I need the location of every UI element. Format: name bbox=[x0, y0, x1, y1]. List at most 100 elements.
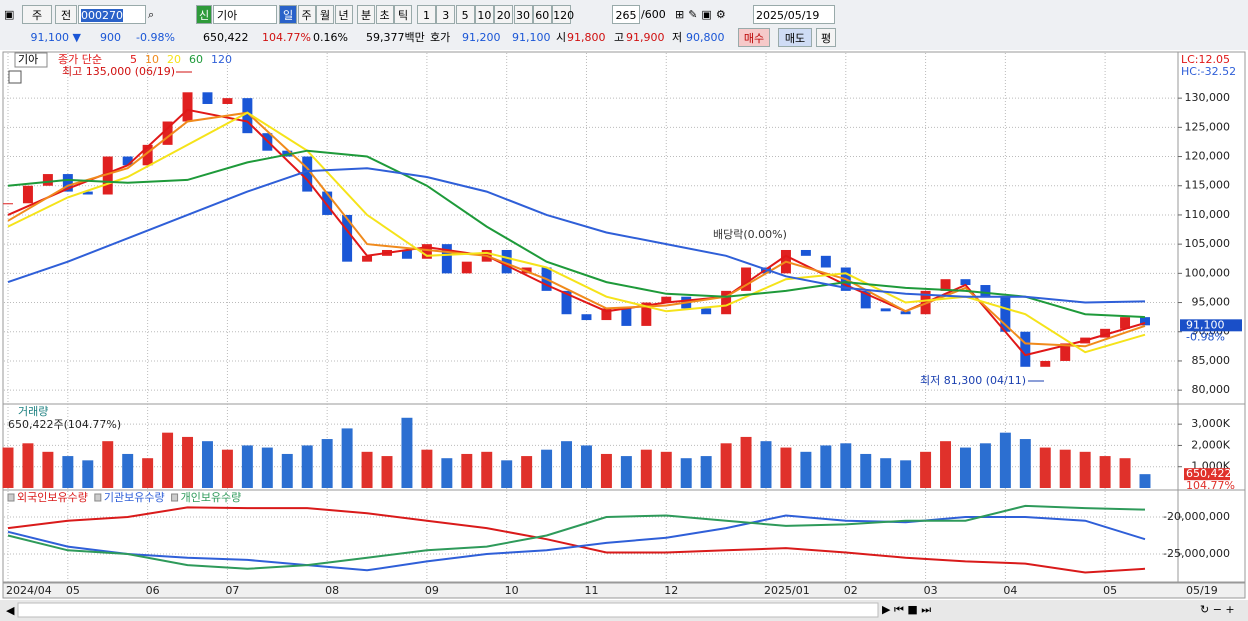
minute-button[interactable]: 3 bbox=[436, 5, 456, 24]
scroll-thumb[interactable] bbox=[17, 602, 879, 618]
volume-bar bbox=[22, 443, 34, 488]
interval-button[interactable]: 틱 bbox=[394, 5, 412, 24]
volume-bar bbox=[860, 453, 872, 488]
candle bbox=[1020, 331, 1031, 367]
candle bbox=[641, 302, 652, 326]
current-change: -0.98% bbox=[1186, 330, 1225, 343]
minute-button[interactable]: 10 bbox=[474, 5, 494, 24]
search-button[interactable]: ⌕ bbox=[148, 8, 155, 21]
line-series bbox=[7, 111, 1146, 348]
candle bbox=[461, 261, 472, 274]
interval-button[interactable]: 분 bbox=[357, 5, 375, 24]
table-icon[interactable] bbox=[8, 70, 22, 84]
volume-bar bbox=[700, 456, 712, 488]
open: 91,800 bbox=[567, 31, 606, 44]
code-text: 000270 bbox=[81, 9, 123, 22]
volume-title: 거래량 bbox=[18, 405, 48, 418]
minute-button[interactable]: 60 bbox=[532, 5, 552, 24]
candle bbox=[1000, 296, 1011, 332]
minute-button[interactable]: 20 bbox=[494, 5, 514, 24]
ask: 91,200 bbox=[462, 31, 501, 44]
date-input[interactable]: 2025/05/19 bbox=[753, 5, 835, 24]
x-tick-label: 08 bbox=[325, 584, 339, 597]
y-tick-label: 130,000 bbox=[1185, 91, 1231, 104]
interval-button[interactable]: 주 bbox=[297, 5, 316, 24]
eval-button[interactable]: 평 bbox=[816, 28, 836, 47]
interval-button[interactable]: 초 bbox=[375, 5, 394, 24]
volume-bar bbox=[182, 436, 194, 488]
scroll-left[interactable]: ◀ bbox=[6, 604, 15, 617]
candle bbox=[1120, 317, 1131, 329]
y-tick-label: 105,000 bbox=[1185, 237, 1231, 250]
y-tick-label: 3,000K bbox=[1191, 417, 1230, 430]
volume-bar bbox=[321, 439, 333, 488]
volume-bar bbox=[959, 447, 971, 488]
volume-bar bbox=[501, 460, 513, 488]
candle bbox=[1140, 317, 1150, 326]
tool-icons[interactable]: ⊞✎▣⚙ bbox=[675, 8, 730, 21]
code-input[interactable]: 000270 bbox=[78, 5, 146, 24]
volume-bar bbox=[2, 447, 14, 488]
candle bbox=[401, 249, 412, 259]
minute-button[interactable]: 30 bbox=[513, 5, 533, 24]
volume-bar bbox=[221, 449, 233, 488]
current-price: 91,100 bbox=[1186, 318, 1225, 331]
volume-bar bbox=[162, 432, 174, 488]
name-input[interactable]: 기아 bbox=[213, 5, 277, 24]
buy-button[interactable]: 매수 bbox=[738, 28, 770, 47]
volume-bar bbox=[62, 456, 74, 488]
mode-select[interactable]: 전 bbox=[55, 5, 77, 24]
volume-bar bbox=[760, 441, 772, 488]
volume-bar bbox=[820, 445, 832, 488]
period-select[interactable]: 주 bbox=[22, 5, 52, 24]
sell-button[interactable]: 매도 bbox=[778, 28, 812, 47]
volume-bar bbox=[800, 451, 812, 488]
low-label: 저 bbox=[672, 31, 683, 44]
current-price-box bbox=[1180, 319, 1242, 332]
minute-button[interactable]: 1 bbox=[417, 5, 436, 24]
hc-label: HC:-32.52 bbox=[1181, 65, 1236, 78]
legend-entry: 10 bbox=[145, 53, 159, 66]
candle bbox=[162, 121, 173, 145]
candle bbox=[242, 98, 253, 134]
volume-bar bbox=[580, 445, 592, 488]
y-tick-label: 120,000 bbox=[1185, 150, 1231, 163]
legend-entry: 120 bbox=[211, 53, 232, 66]
volume-bar bbox=[900, 460, 912, 488]
volume-rate: 104.77% bbox=[1186, 479, 1235, 492]
legend-swatch bbox=[7, 493, 15, 502]
minute-button[interactable]: 120 bbox=[552, 5, 574, 24]
volume-bar bbox=[1039, 447, 1051, 488]
x-tick-label: 07 bbox=[225, 584, 239, 597]
quote-turnover: 0.16% bbox=[313, 31, 348, 44]
candle bbox=[342, 214, 353, 262]
scroll-controls[interactable]: ▶ ⏮ ■ ⏭ bbox=[882, 603, 931, 616]
volume-bar bbox=[301, 445, 313, 488]
volume-bar bbox=[441, 458, 453, 488]
candle bbox=[940, 279, 951, 291]
x-tick-label: 06 bbox=[146, 584, 160, 597]
count-input[interactable]: 265 bbox=[612, 5, 640, 24]
volume-bar bbox=[241, 445, 253, 488]
volume-bar bbox=[660, 451, 672, 488]
candle bbox=[860, 290, 871, 309]
minute-button[interactable]: 5 bbox=[455, 5, 475, 24]
volume-bar bbox=[261, 447, 273, 488]
candle bbox=[202, 92, 213, 104]
x-tick-label: 04 bbox=[1003, 584, 1017, 597]
candle bbox=[960, 279, 971, 286]
candle bbox=[701, 308, 712, 315]
legend-entry: 외국인보유수량 bbox=[17, 491, 88, 504]
menu-icon[interactable]: ▣ bbox=[4, 8, 15, 21]
volume-bar bbox=[481, 451, 493, 488]
candle bbox=[900, 311, 911, 315]
candle bbox=[122, 156, 133, 166]
zoom-controls[interactable]: ↻ − + bbox=[1200, 603, 1235, 616]
candle bbox=[42, 174, 53, 186]
interval-button[interactable]: 월 bbox=[316, 5, 334, 24]
volume-bar bbox=[461, 453, 473, 488]
interval-button[interactable]: 일 bbox=[279, 5, 297, 24]
interval-button[interactable]: 년 bbox=[334, 5, 353, 24]
volume-bar bbox=[341, 428, 353, 488]
